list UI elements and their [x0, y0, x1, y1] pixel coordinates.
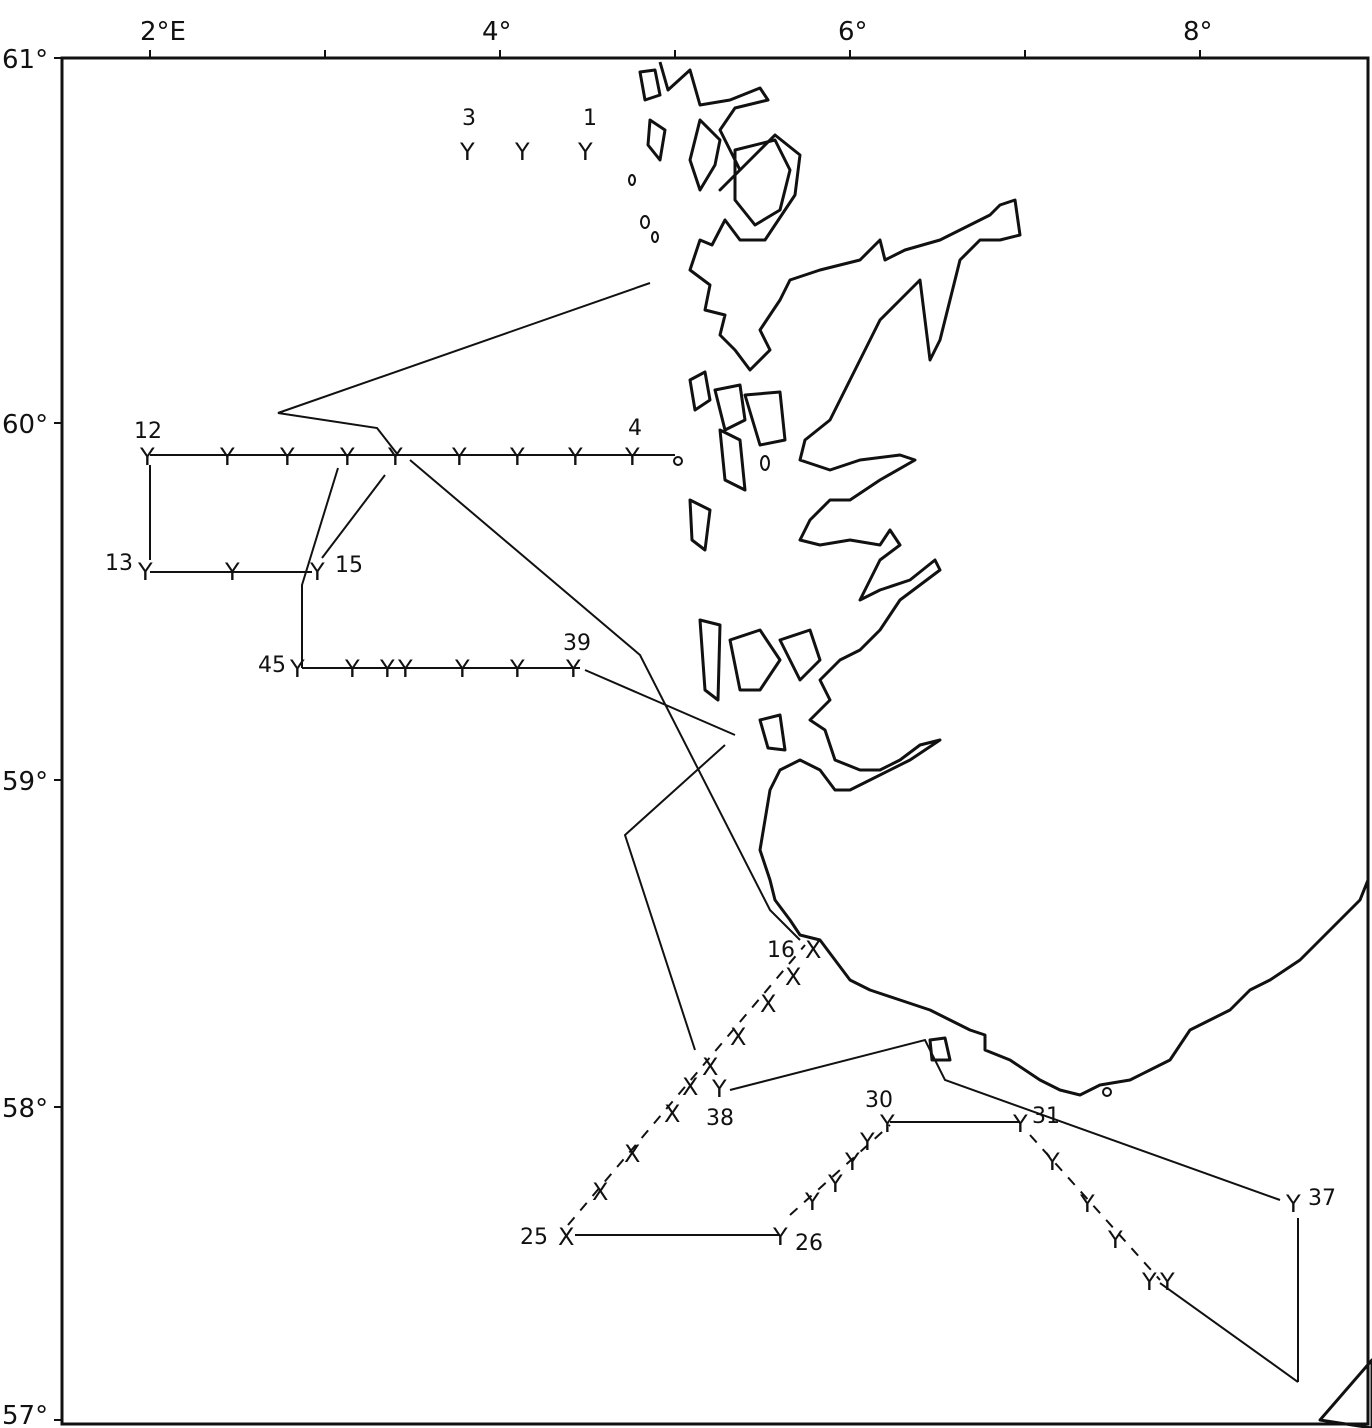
- station-symbol: Y: [565, 655, 581, 683]
- station-symbol: Y: [279, 443, 295, 471]
- station-symbol: X: [730, 1023, 746, 1051]
- lon-label-8: 8°: [1183, 17, 1213, 47]
- islets: [628, 174, 1112, 1097]
- station-label-30: 30: [865, 1088, 893, 1113]
- dashed-transects: [567, 944, 1161, 1281]
- station-symbol: Y: [514, 138, 530, 166]
- station-symbol: Y: [397, 655, 413, 683]
- station-symbol: X: [682, 1073, 698, 1101]
- station-label-4: 4: [628, 416, 642, 441]
- station-symbol: X: [702, 1053, 718, 1081]
- map-frame: [60, 56, 1370, 1426]
- station-symbol: Y: [1285, 1190, 1301, 1218]
- station-label-15: 15: [335, 553, 363, 578]
- station-symbol: Y: [387, 443, 403, 471]
- station-symbol: Y: [339, 443, 355, 471]
- station-symbol: Y: [454, 655, 470, 683]
- station-symbol: Y: [879, 1110, 895, 1138]
- station-symbol: Y: [711, 1075, 727, 1103]
- transect-lines: [149, 282, 1299, 1383]
- lat-ticks: [54, 57, 62, 1421]
- station-symbol: X: [558, 1223, 574, 1251]
- station-symbol: Y: [379, 655, 395, 683]
- station-symbol: Y: [567, 443, 583, 471]
- station-symbol: Y: [1044, 1148, 1060, 1176]
- lat-label-58: 58°: [2, 1094, 48, 1124]
- station-symbol: X: [805, 936, 821, 964]
- lat-label-61: 61°: [2, 45, 48, 75]
- station-label-39: 39: [563, 631, 591, 656]
- station-symbol: Y: [139, 443, 155, 471]
- station-label-45: 45: [258, 653, 286, 678]
- lon-label-4: 4°: [482, 17, 512, 47]
- station-symbol: Y: [224, 558, 240, 586]
- station-label-38: 38: [706, 1106, 734, 1131]
- lat-label-60: 60°: [2, 410, 48, 440]
- station-label-12: 12: [134, 419, 162, 444]
- station-symbol: X: [624, 1140, 640, 1168]
- station-label-16: 16: [767, 938, 795, 963]
- station-symbol: Y: [844, 1148, 860, 1176]
- station-symbols-y: Y Y Y Y Y Y Y Y Y Y Y Y Y Y Y Y Y Y Y Y …: [137, 138, 1301, 1296]
- station-symbol: Y: [344, 655, 360, 683]
- station-label-37: 37: [1308, 1186, 1336, 1211]
- station-symbol: Y: [309, 558, 325, 586]
- lon-ticks: [149, 50, 1201, 58]
- station-symbol: Y: [509, 443, 525, 471]
- lon-label-6: 6°: [838, 17, 868, 47]
- station-symbol: Y: [804, 1188, 820, 1216]
- station-symbol: Y: [1159, 1268, 1175, 1296]
- station-label-26: 26: [795, 1231, 823, 1256]
- station-symbol: Y: [289, 655, 305, 683]
- station-symbol: Y: [827, 1170, 843, 1198]
- station-symbol: X: [760, 990, 776, 1018]
- station-symbol: Y: [451, 443, 467, 471]
- station-symbol: Y: [137, 558, 153, 586]
- station-symbol: X: [592, 1178, 608, 1206]
- station-symbol: Y: [577, 138, 593, 166]
- station-symbols-x: X X X X X X X X X X: [558, 936, 821, 1251]
- station-label-31: 31: [1032, 1104, 1060, 1129]
- station-symbol: Y: [1141, 1268, 1157, 1296]
- station-label-1: 1: [583, 106, 597, 131]
- station-symbol: Y: [1012, 1110, 1028, 1138]
- station-symbol: Y: [772, 1223, 788, 1251]
- station-numbers: 3 1 12 4 13 15 45 39 16 38 30 31 37 25 2…: [105, 106, 1336, 1256]
- station-symbol: Y: [1079, 1190, 1095, 1218]
- station-symbol: X: [664, 1100, 680, 1128]
- station-label-13: 13: [105, 551, 133, 576]
- station-symbol: X: [785, 963, 801, 991]
- lat-label-59: 59°: [2, 767, 48, 797]
- station-label-25: 25: [520, 1225, 548, 1250]
- norway-coastline: [638, 61, 1372, 1428]
- station-symbol: Y: [624, 443, 640, 471]
- station-symbol: Y: [1107, 1226, 1123, 1254]
- station-symbol: Y: [859, 1128, 875, 1156]
- station-symbol: Y: [459, 138, 475, 166]
- station-symbol: Y: [509, 655, 525, 683]
- station-symbol: Y: [219, 443, 235, 471]
- station-label-3: 3: [462, 106, 476, 131]
- lon-label-2e: 2°E: [140, 17, 186, 47]
- lat-label-57: 57°: [2, 1401, 48, 1428]
